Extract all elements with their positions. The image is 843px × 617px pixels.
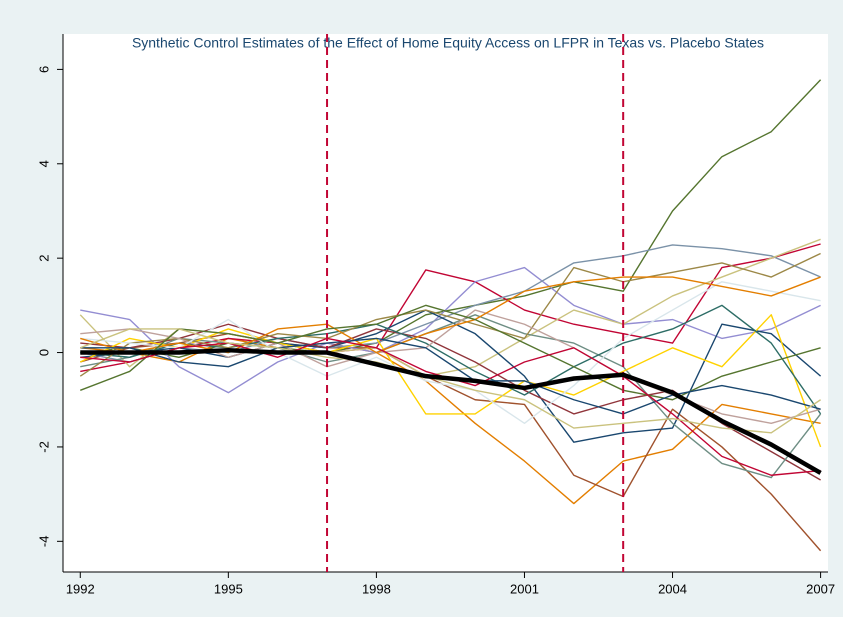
x-tick-label: 1998	[362, 581, 391, 596]
placebo-line	[80, 304, 821, 401]
placebo-line	[80, 281, 821, 425]
y-tick-label: -2	[36, 441, 51, 453]
y-tick-label: 4	[36, 160, 51, 167]
x-tick-label: 1995	[214, 581, 243, 596]
y-tick-label: 2	[36, 255, 51, 262]
chart-title: Synthetic Control Estimates of the Effec…	[132, 35, 764, 51]
x-tick-label: 2001	[510, 581, 539, 596]
placebo-line	[80, 276, 821, 354]
placebo-line	[80, 314, 822, 479]
y-tick-label: -4	[36, 536, 51, 548]
plot-area	[63, 34, 828, 572]
placebo-line	[80, 337, 821, 415]
x-tick-label: 2007	[806, 581, 835, 596]
x-tick-label: 2004	[658, 581, 687, 596]
placebo-line	[79, 314, 822, 448]
placebo-line	[79, 252, 821, 377]
treated-line	[80, 347, 822, 475]
y-tick-label: 0	[36, 349, 51, 356]
y-tick-label: 6	[36, 66, 51, 73]
x-tick-label: 1992	[66, 581, 95, 596]
placebo-line	[80, 266, 821, 394]
placebo-line	[80, 328, 821, 434]
